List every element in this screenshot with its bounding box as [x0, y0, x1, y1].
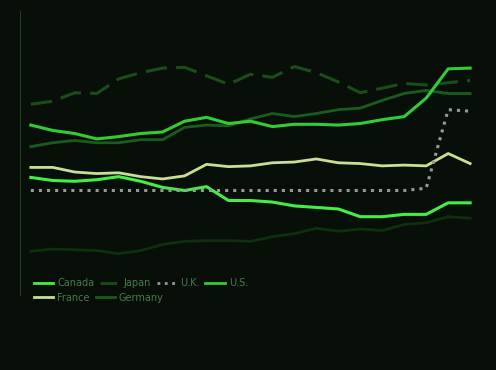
Legend: France, Germany: France, Germany	[34, 293, 164, 303]
